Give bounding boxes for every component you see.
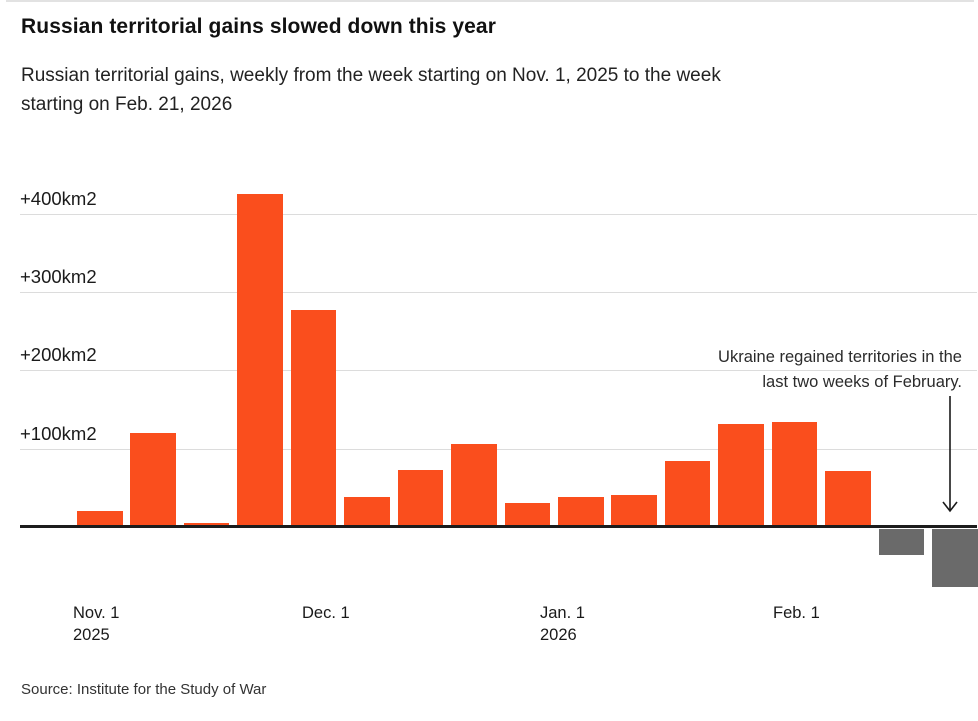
bar-week-jan-3 (558, 497, 604, 527)
bar-week-nov-22 (237, 194, 283, 527)
x-axis-label-nov-1: Nov. 1 2025 (73, 603, 119, 646)
gridline-200 (20, 370, 977, 372)
bar-week-feb-7 (825, 470, 871, 527)
annotation-line-1: Ukraine regained territories in the (718, 348, 962, 366)
bar-week-feb-14 (878, 528, 925, 556)
bar-week-nov-8 (130, 433, 176, 527)
annotation-line-2: last two weeks of February. (762, 373, 962, 391)
gridline-400 (20, 213, 977, 215)
bar-week-nov-29 (290, 310, 337, 527)
bar-week-jan-17 (664, 461, 711, 527)
y-axis-label-400: +400km2 (20, 187, 97, 209)
y-axis-label-100: +100km2 (20, 422, 97, 444)
bar-week-dec-13 (397, 469, 444, 527)
x-axis-month-label: Dec. 1 (302, 604, 350, 622)
bar-week-jan-31 (771, 422, 818, 527)
bar-week-nov-1 (77, 511, 123, 527)
x-axis-year-label: 2025 (73, 625, 110, 644)
y-axis-label-200: +200km2 (20, 344, 97, 366)
bar-week-dec-20 (451, 444, 497, 527)
bar-week-feb-21 (932, 528, 978, 588)
x-axis-label-jan-1: Jan. 1 2026 (540, 603, 585, 646)
zero-baseline (20, 525, 977, 528)
x-axis-month-label: Jan. 1 (540, 604, 585, 622)
gridline-100 (20, 448, 977, 450)
x-axis-month-label: Feb. 1 (773, 604, 820, 622)
y-axis-label-300: +300km2 (20, 266, 97, 288)
gridline-300 (20, 292, 977, 294)
x-axis-month-label: Nov. 1 (73, 604, 120, 622)
bar-week-dec-27 (504, 502, 550, 527)
bar-week-dec-6 (344, 497, 390, 527)
top-border (6, 0, 974, 2)
chart-subtitle: Russian territorial gains, weekly from t… (21, 61, 721, 119)
chart-annotation: Ukraine regained territories in the last… (718, 345, 962, 395)
x-axis-year-label: 2026 (540, 625, 577, 644)
subtitle-line-1: Russian territorial gains, weekly from t… (21, 65, 721, 86)
source-note: Source: Institute for the Study of War (21, 681, 267, 698)
x-axis-label-feb-1: Feb. 1 (773, 603, 820, 625)
annotation-arrow-icon (942, 396, 958, 513)
page-title: Russian territorial gains slowed down th… (21, 15, 496, 38)
x-axis-label-dec-1: Dec. 1 (302, 603, 350, 625)
bar-week-jan-10 (611, 494, 657, 527)
subtitle-line-2: starting on Feb. 21, 2026 (21, 94, 233, 115)
bar-week-jan-24 (718, 423, 764, 527)
